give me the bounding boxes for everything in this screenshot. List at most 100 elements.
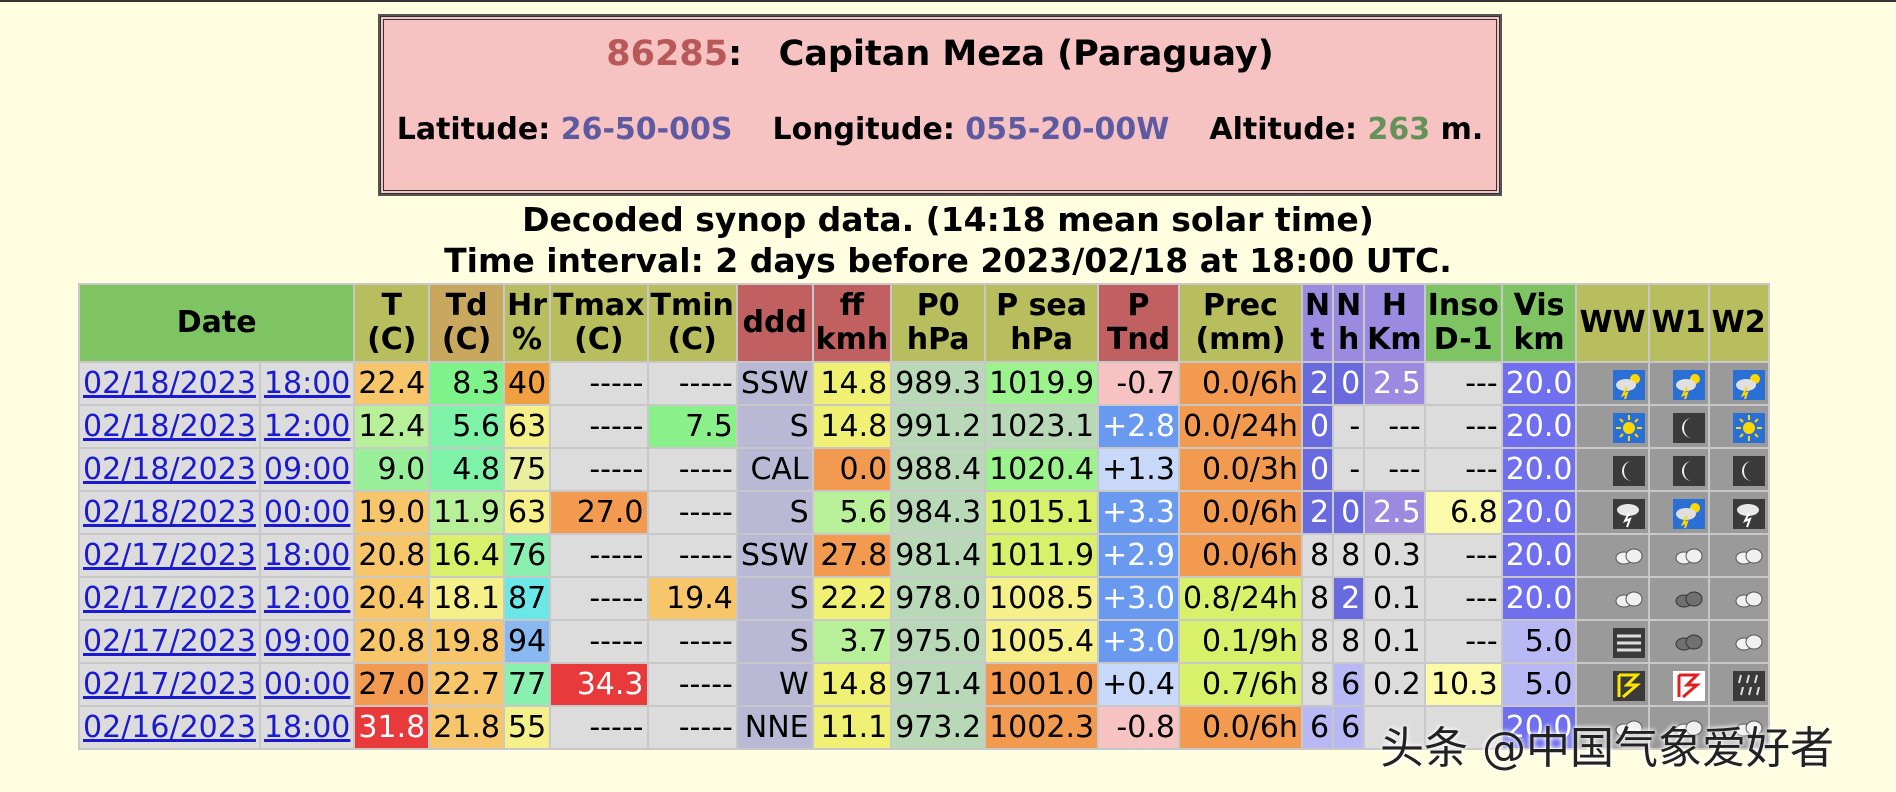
data-cell: --- [1425, 535, 1501, 576]
time-cell: 18:00 [260, 363, 354, 404]
station-id: 86285 [606, 34, 729, 74]
date-cell: 02/18/2023 [80, 363, 259, 404]
weather-icon-cell [1649, 664, 1708, 705]
sun-cloud-lightning-icon [1672, 366, 1705, 401]
data-cell: 18.1 [430, 578, 503, 619]
data-cell: 20.0 [1502, 578, 1576, 619]
data-cell: 1023.1 [986, 406, 1098, 447]
date-link[interactable]: 02/17/2023 [83, 581, 256, 616]
cloud-icon [1732, 538, 1765, 573]
time-link[interactable]: 00:00 [263, 667, 351, 702]
date-link[interactable]: 02/18/2023 [83, 452, 256, 487]
data-cell: 8 [1334, 621, 1364, 662]
data-cell: 973.2 [892, 707, 985, 748]
date-link[interactable]: 02/17/2023 [83, 624, 256, 659]
station-name: Capitan Meza (Paraguay) [778, 34, 1274, 74]
data-cell: 8 [1302, 578, 1333, 619]
column-header: N t [1302, 285, 1333, 361]
date-link[interactable]: 02/17/2023 [83, 538, 256, 573]
data-cell: +1.3 [1099, 449, 1178, 490]
data-cell: 8.3 [430, 363, 503, 404]
time-cell: 12:00 [260, 406, 354, 447]
data-cell: 971.4 [892, 664, 985, 705]
latitude-value: 26-50-00S [560, 112, 733, 147]
data-cell: 7.5 [648, 406, 736, 447]
data-cell: 20.8 [355, 621, 429, 662]
time-link[interactable]: 00:00 [263, 495, 351, 530]
data-cell: S [737, 492, 812, 533]
date-link[interactable]: 02/18/2023 [83, 409, 256, 444]
column-header: P0 hPa [892, 285, 985, 361]
time-link[interactable]: 09:00 [263, 624, 351, 659]
data-cell: 1019.9 [986, 363, 1098, 404]
data-cell: --- [1425, 363, 1501, 404]
data-cell: 6 [1334, 707, 1364, 748]
weather-icon-cell [1577, 406, 1648, 447]
weather-icon-cell [1577, 707, 1648, 748]
data-cell: 0.2 [1365, 664, 1424, 705]
data-cell: --- [1365, 449, 1424, 490]
cloud-icon [1732, 710, 1765, 745]
data-cell: 55 [504, 707, 550, 748]
table-row: 02/17/2023 00:00 27.0 22.7 77 34.3 ----- W 14.8 9… [80, 664, 1768, 705]
time-link[interactable]: 12:00 [263, 409, 351, 444]
data-cell: ----- [551, 535, 647, 576]
date-cell: 02/17/2023 [80, 578, 259, 619]
time-link[interactable]: 18:00 [263, 538, 351, 573]
date-link[interactable]: 02/17/2023 [83, 667, 256, 702]
time-cell: 09:00 [260, 449, 354, 490]
time-link[interactable]: 18:00 [263, 710, 351, 745]
data-cell: 0 [1302, 406, 1333, 447]
table-row: 02/16/2023 18:00 31.8 21.8 55 ----- ----- NNE 11… [80, 707, 1768, 748]
data-cell: 1020.4 [986, 449, 1098, 490]
data-cell: 75 [504, 449, 550, 490]
data-cell: 11.9 [430, 492, 503, 533]
data-cell: 2 [1302, 492, 1333, 533]
sun-icon [1612, 409, 1645, 444]
column-header: Tmin (C) [648, 285, 736, 361]
data-cell: 11.1 [813, 707, 891, 748]
date-link[interactable]: 02/18/2023 [83, 495, 256, 530]
data-cell: 27.0 [355, 664, 429, 705]
data-cell: 2 [1302, 363, 1333, 404]
table-row: 02/18/2023 18:00 22.4 8.3 40 ----- ----- SSW 14.… [80, 363, 1768, 404]
data-cell: 2 [1334, 578, 1364, 619]
table-header-row: Date T (C) Td (C) Hr % Tmax (C) Tmin (C) ddd ff… [80, 285, 1768, 361]
data-cell: S [737, 578, 812, 619]
data-cell: 4.8 [430, 449, 503, 490]
data-cell: ----- [551, 707, 647, 748]
data-cell: 988.4 [892, 449, 985, 490]
date-link[interactable]: 02/16/2023 [83, 710, 256, 745]
cloud-dark-icon [1672, 624, 1705, 659]
data-cell: 6 [1334, 664, 1364, 705]
data-cell: 0.8/24h [1179, 578, 1301, 619]
time-link[interactable]: 09:00 [263, 452, 351, 487]
data-cell: 0.1 [1365, 621, 1424, 662]
data-cell: 1001.0 [986, 664, 1098, 705]
data-cell: --- [1425, 449, 1501, 490]
data-cell: 16.4 [430, 535, 503, 576]
data-cell: 6.8 [1425, 492, 1501, 533]
column-header: P Tnd [1099, 285, 1178, 361]
data-cell: 8 [1334, 535, 1364, 576]
data-cell: +3.3 [1099, 492, 1178, 533]
column-header: T (C) [355, 285, 429, 361]
date-link[interactable]: 02/18/2023 [83, 366, 256, 401]
column-header: Vis km [1502, 285, 1576, 361]
data-cell: 0.7/6h [1179, 664, 1301, 705]
data-cell: ----- [648, 621, 736, 662]
data-cell: 40 [504, 363, 550, 404]
data-cell: 8 [1302, 535, 1333, 576]
station-coordinates: Latitude: 26-50-00S Longitude: 055-20-00W… [396, 112, 1484, 147]
data-cell: 21.8 [430, 707, 503, 748]
data-cell: 0 [1334, 492, 1364, 533]
synop-table: Date T (C) Td (C) Hr % Tmax (C) Tmin (C) ddd ff… [78, 283, 1770, 750]
time-link[interactable]: 12:00 [263, 581, 351, 616]
weather-icon-cell [1577, 535, 1648, 576]
weather-icon-cell [1577, 621, 1648, 662]
data-cell: ----- [648, 707, 736, 748]
data-cell: ----- [648, 449, 736, 490]
time-link[interactable]: 18:00 [263, 366, 351, 401]
data-cell: - [1334, 406, 1364, 447]
data-cell: ----- [551, 578, 647, 619]
